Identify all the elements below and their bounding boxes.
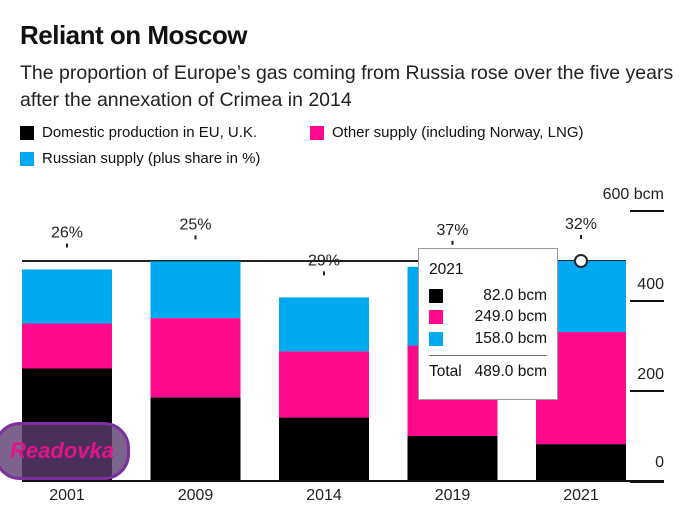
legend-item-russian: Russian supply (plus share in %) (20, 150, 260, 167)
tooltip: 2021 82.0 bcm 249.0 bcm 158.0 bcm Total 4… (418, 248, 558, 400)
y-tick-label: 200 (637, 366, 664, 383)
tooltip-year: 2021 (429, 261, 464, 278)
bar-segment-2009-1 (150, 318, 241, 398)
share-label: 37% (436, 222, 468, 239)
bar-segment-2019-0 (407, 436, 498, 481)
legend-swatch (20, 125, 34, 140)
bar-segment-2021-0 (536, 444, 626, 481)
legend-label: Russian supply (plus share in %) (42, 150, 261, 167)
legend-swatch (310, 125, 324, 140)
bar-segment-2014-0 (279, 417, 369, 481)
legend-item-other: Other supply (including Norway, LNG) (310, 124, 583, 141)
y-tick-label: 400 (637, 276, 664, 293)
share-label: 29% (308, 252, 340, 269)
tooltip-total: 489.0 bcm (474, 363, 547, 380)
tooltip-value: 158.0 bcm (474, 330, 547, 347)
y-tick-label: 600 bcm (603, 186, 664, 203)
y-tick-label: 0 (655, 454, 664, 471)
tooltip-total-label: Total (429, 363, 462, 380)
bar-segment-2009-2 (150, 261, 241, 319)
x-tick-label: 2009 (178, 487, 214, 504)
x-tick-label: 2021 (563, 487, 599, 504)
tooltip-divider (429, 355, 547, 356)
watermark-logo: Readovka (0, 422, 130, 480)
legend-swatch (20, 151, 34, 166)
bar-segment-2001-2 (22, 269, 112, 324)
tooltip-swatch-domestic (429, 289, 443, 303)
tooltip-swatch-russian (429, 332, 443, 346)
bar-segment-2014-1 (279, 351, 369, 418)
x-tick-label: 2001 (49, 487, 85, 504)
chart-title: Reliant on Moscow (20, 20, 247, 50)
x-tick-label: 2019 (435, 487, 471, 504)
tooltip-swatch-other (429, 310, 443, 324)
share-label: 26% (51, 225, 83, 242)
bar-segment-2014-2 (279, 297, 369, 352)
bar-segment-2009-0 (150, 397, 241, 481)
hover-marker (574, 253, 588, 268)
tooltip-value: 249.0 bcm (474, 308, 547, 325)
legend-label: Domestic production in EU, U.K. (42, 124, 258, 141)
chart-subtitle: The proportion of Europe’s gas coming fr… (20, 62, 674, 111)
x-tick-label: 2014 (306, 487, 342, 504)
tooltip-value: 82.0 bcm (483, 287, 547, 304)
share-label: 32% (565, 216, 597, 233)
legend-label: Other supply (including Norway, LNG) (332, 124, 584, 141)
bar-segment-2001-1 (22, 323, 112, 369)
legend-item-domestic: Domestic production in EU, U.K. (20, 124, 257, 141)
share-label: 25% (179, 216, 211, 233)
